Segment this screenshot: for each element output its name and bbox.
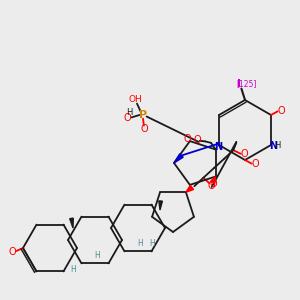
Polygon shape [70, 218, 73, 228]
Polygon shape [174, 154, 183, 163]
Text: O: O [241, 149, 248, 159]
Text: N: N [269, 141, 277, 151]
Text: H: H [70, 266, 76, 274]
Text: O: O [194, 135, 201, 145]
Text: O: O [123, 113, 131, 123]
Text: H: H [137, 238, 143, 247]
Text: O: O [141, 124, 148, 134]
Text: [125]: [125] [237, 79, 257, 88]
Text: H: H [94, 250, 100, 260]
Text: H: H [274, 141, 280, 150]
Text: O: O [278, 106, 285, 116]
Text: O: O [208, 181, 215, 190]
Text: P: P [139, 110, 147, 120]
Polygon shape [159, 201, 162, 210]
Text: H: H [126, 108, 133, 117]
Polygon shape [211, 176, 216, 184]
Polygon shape [186, 185, 194, 192]
Text: O: O [9, 247, 16, 256]
Text: N: N [214, 142, 223, 152]
Text: O: O [209, 179, 217, 189]
Text: I: I [237, 80, 241, 89]
Text: O: O [251, 159, 259, 169]
Text: OH: OH [129, 95, 143, 104]
Text: O: O [184, 134, 191, 144]
Text: H: H [149, 239, 155, 248]
